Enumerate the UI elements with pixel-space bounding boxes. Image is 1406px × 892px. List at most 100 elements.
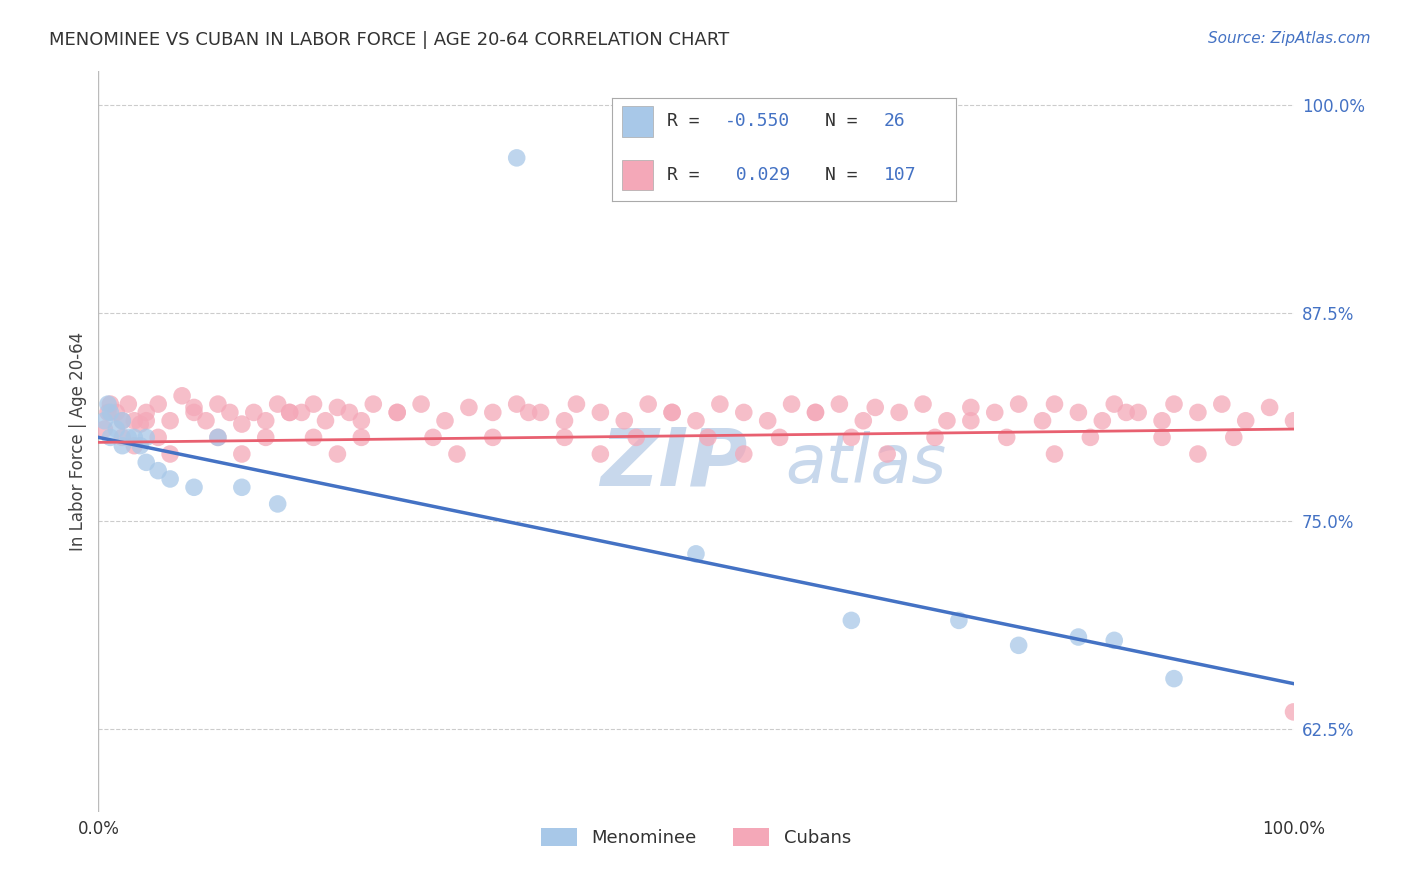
Point [1104, 633, 1126, 648]
Point [565, 397, 588, 411]
Point [183, 401, 205, 415]
Point [889, 405, 911, 419]
Point [517, 405, 540, 419]
Point [1163, 397, 1185, 411]
Text: 107: 107 [884, 166, 917, 184]
Point [254, 430, 277, 444]
Text: -0.550: -0.550 [725, 112, 790, 130]
Point [1067, 630, 1090, 644]
Point [111, 414, 134, 428]
Point [135, 455, 157, 469]
Point [105, 405, 128, 419]
Point [709, 397, 731, 411]
Point [159, 472, 181, 486]
Point [98, 397, 122, 411]
Point [948, 614, 970, 628]
Point [98, 430, 122, 444]
Point [1115, 405, 1137, 419]
Point [995, 430, 1018, 444]
Point [267, 397, 290, 411]
Point [129, 439, 152, 453]
Point [172, 389, 194, 403]
Point [267, 497, 290, 511]
Point [350, 414, 373, 428]
Point [1152, 414, 1174, 428]
Point [733, 447, 755, 461]
Point [804, 405, 827, 419]
Point [93, 414, 115, 428]
Point [589, 405, 612, 419]
Point [339, 405, 361, 419]
Point [1211, 397, 1233, 411]
Point [841, 430, 863, 444]
Point [828, 397, 851, 411]
Point [960, 401, 983, 415]
Point [291, 405, 314, 419]
Point [385, 405, 409, 419]
Text: 26: 26 [884, 112, 905, 130]
Point [111, 430, 134, 444]
Point [554, 414, 576, 428]
Bar [621, 106, 652, 137]
Point [326, 447, 349, 461]
Point [1104, 397, 1126, 411]
Y-axis label: In Labor Force | Age 20-64: In Labor Force | Age 20-64 [69, 332, 87, 551]
Point [93, 422, 115, 436]
Point [1282, 414, 1305, 428]
Point [780, 397, 803, 411]
Point [1282, 705, 1305, 719]
Point [1008, 638, 1031, 652]
Point [613, 414, 636, 428]
Point [434, 414, 457, 428]
Point [841, 614, 863, 628]
Point [124, 414, 146, 428]
Point [207, 430, 229, 444]
Point [1008, 397, 1031, 411]
Point [411, 397, 433, 411]
Point [756, 414, 779, 428]
Point [804, 405, 827, 419]
Text: N =: N = [825, 112, 869, 130]
Point [183, 405, 205, 419]
Point [626, 430, 648, 444]
Point [1043, 447, 1066, 461]
Point [865, 401, 887, 415]
Point [97, 397, 120, 411]
Point [243, 405, 266, 419]
Point [1067, 405, 1090, 419]
Point [129, 417, 152, 431]
Point [124, 439, 146, 453]
Text: MENOMINEE VS CUBAN IN LABOR FORCE | AGE 20-64 CORRELATION CHART: MENOMINEE VS CUBAN IN LABOR FORCE | AGE … [49, 31, 730, 49]
Point [278, 405, 301, 419]
Point [326, 401, 349, 415]
Point [98, 405, 122, 419]
Point [924, 430, 946, 444]
Text: Source: ZipAtlas.com: Source: ZipAtlas.com [1208, 31, 1371, 46]
Point [1223, 430, 1246, 444]
Point [231, 480, 253, 494]
Point [960, 414, 983, 428]
Text: ZIP: ZIP [600, 425, 748, 503]
Point [1187, 405, 1209, 419]
Text: R =: R = [666, 112, 710, 130]
Point [195, 414, 218, 428]
Bar [621, 160, 652, 190]
Point [984, 405, 1007, 419]
Point [852, 414, 875, 428]
Point [911, 397, 934, 411]
Point [685, 547, 707, 561]
Point [135, 430, 157, 444]
Point [733, 405, 755, 419]
Point [135, 405, 157, 419]
Point [530, 405, 553, 419]
Point [506, 397, 529, 411]
Point [254, 414, 277, 428]
Point [936, 414, 959, 428]
Point [302, 430, 325, 444]
Point [481, 405, 505, 419]
Point [876, 447, 898, 461]
Point [685, 414, 707, 428]
Point [506, 151, 529, 165]
Point [117, 397, 139, 411]
Point [661, 405, 683, 419]
